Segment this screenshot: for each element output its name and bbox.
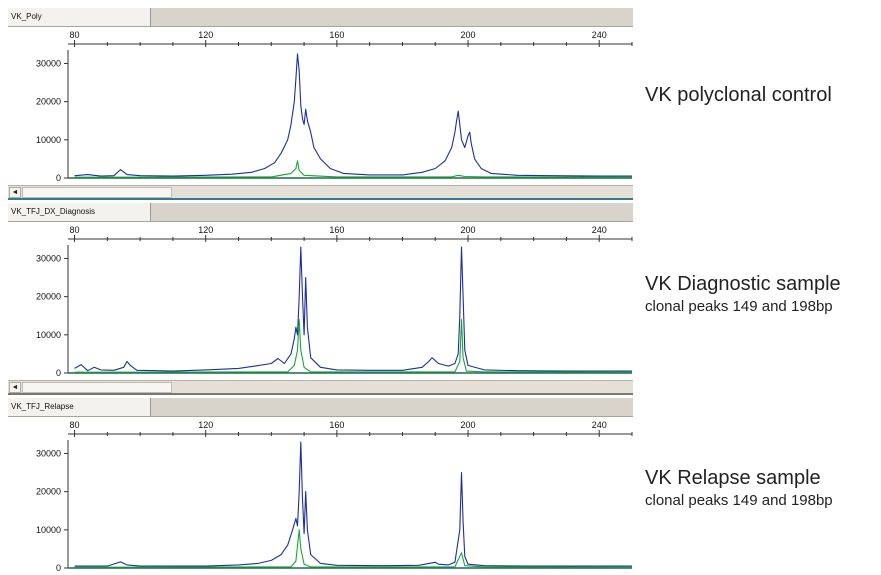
- annotation-panel-3: VK Relapse sample clonal peaks 149 and 1…: [645, 467, 833, 509]
- x-tick-label: 240: [592, 30, 607, 40]
- y-tick-label: 20000: [36, 97, 61, 107]
- y-tick-label: 10000: [36, 525, 61, 535]
- x-tick-label: 160: [329, 420, 344, 430]
- sample-tab[interactable]: VK_TFJ_DX_Diagnosis: [8, 203, 151, 221]
- annotation-subtitle: clonal peaks 149 and 198bp: [645, 298, 833, 315]
- x-tick-label: 200: [461, 420, 476, 430]
- x-tick-label: 240: [592, 420, 607, 430]
- y-tick-label: 10000: [36, 135, 61, 145]
- annotation-title: VK Relapse sample: [645, 467, 821, 489]
- y-tick-label: 30000: [36, 58, 61, 68]
- electropherogram-panel-1: VK_Poly 80 120 160 200 240 0 10000 20000 30000 ◄: [8, 8, 633, 200]
- annotation-panel-2: VK Diagnostic sample clonal peaks 149 an…: [645, 273, 841, 315]
- y-tick-label: 10000: [36, 330, 61, 340]
- annotation-subtitle: clonal peaks 149 and 198bp: [645, 492, 833, 509]
- y-tick-label: 0: [56, 563, 61, 573]
- horizontal-scrollbar[interactable]: ◄: [8, 185, 633, 198]
- sample-tab[interactable]: VK_TFJ_Relapse: [8, 398, 151, 416]
- x-tick-label: 200: [461, 30, 476, 40]
- electropherogram-panel-2: VK_TFJ_DX_Diagnosis 80 120 160 200 240 0 10000…: [8, 203, 633, 395]
- y-tick-label: 30000: [36, 448, 61, 458]
- x-tick-label: 120: [198, 30, 213, 40]
- panel-tab-bar: VK_TFJ_DX_Diagnosis: [8, 203, 633, 222]
- x-tick-label: 120: [198, 420, 213, 430]
- y-tick-label: 30000: [36, 253, 61, 263]
- electropherogram-chart: 80 120 160 200 240 0 10000 20000 30000: [36, 30, 633, 183]
- x-tick-label: 80: [70, 225, 80, 235]
- horizontal-scrollbar[interactable]: ◄: [8, 380, 633, 393]
- x-tick-label: 160: [329, 30, 344, 40]
- x-tick-label: 80: [70, 30, 80, 40]
- electropherogram-chart: 80 120 160 200 240 0 10000 20000 30000: [36, 420, 633, 573]
- green-trace-series: [74, 318, 633, 373]
- green-trace-series: [74, 529, 633, 568]
- panel-tab-bar: VK_TFJ_Relapse: [8, 398, 633, 417]
- y-tick-label: 20000: [36, 292, 61, 302]
- annotation-title: VK polyclonal control: [645, 84, 832, 106]
- y-tick-label: 0: [56, 368, 61, 378]
- sample-tab[interactable]: VK_Poly: [8, 8, 151, 26]
- blue-trace-series: [74, 53, 632, 177]
- x-tick-label: 120: [198, 225, 213, 235]
- y-tick-label: 0: [56, 173, 61, 183]
- x-tick-label: 160: [329, 225, 344, 235]
- panel-tab-bar: VK_Poly: [8, 8, 633, 27]
- x-tick-label: 240: [592, 225, 607, 235]
- electropherogram-panel-3: VK_TFJ_Relapse 80 120 160 200 240 0 10000 20000…: [8, 398, 633, 575]
- y-tick-label: 20000: [36, 487, 61, 497]
- scroll-left-arrow-icon[interactable]: ◄: [9, 382, 21, 393]
- panel-divider: [8, 393, 633, 395]
- green-trace-series: [74, 160, 633, 178]
- electropherogram-chart: 80 120 160 200 240 0 10000 20000 30000: [36, 225, 633, 378]
- annotation-title: VK Diagnostic sample: [645, 273, 841, 295]
- annotation-panel-1: VK polyclonal control: [645, 84, 832, 107]
- blue-trace-series: [74, 441, 632, 567]
- scroll-left-arrow-icon[interactable]: ◄: [9, 187, 21, 198]
- x-tick-label: 80: [70, 420, 80, 430]
- blue-trace-series: [74, 246, 632, 372]
- panel-divider: [8, 198, 633, 200]
- x-tick-label: 200: [461, 225, 476, 235]
- scroll-thumb[interactable]: [22, 382, 172, 393]
- scroll-thumb[interactable]: [22, 187, 172, 198]
